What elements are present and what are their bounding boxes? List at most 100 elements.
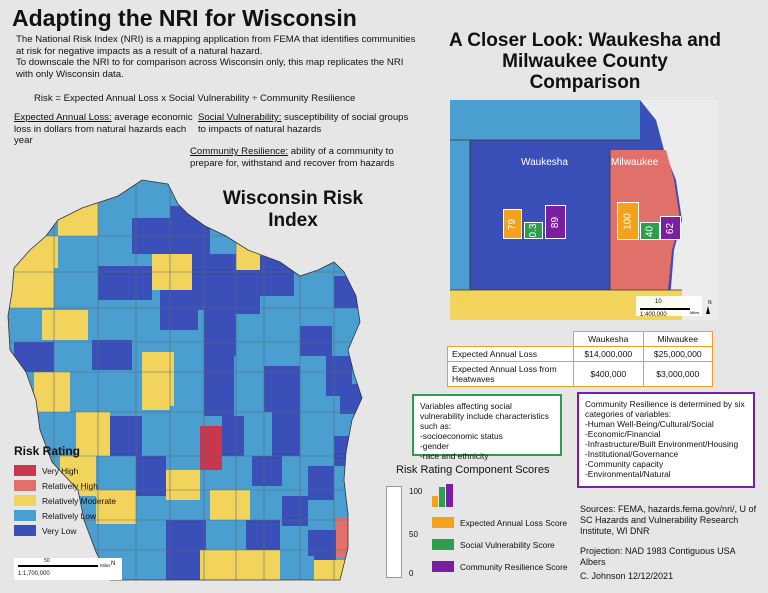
main-scale-unit: Miles: [100, 563, 111, 568]
legend-label: Relatively High: [42, 480, 98, 491]
legend-item: Relatively High: [14, 478, 116, 493]
cr-box-item: -Human Well-Being/Cultural/Social: [585, 419, 714, 429]
table-cell: $25,000,000: [642, 346, 713, 362]
table-cell: Expected Annual Loss: [447, 346, 574, 362]
waukesha-eal-score: 79: [507, 218, 518, 231]
legend-swatch: [14, 495, 36, 506]
axis-tick: 0: [409, 569, 414, 578]
legend-swatch: [432, 539, 454, 550]
waukesha-sv-bar: 0.3: [524, 222, 543, 239]
cr-box-item: -Institutional/Governance: [585, 449, 679, 459]
legend-swatch: [14, 525, 36, 536]
cr-definition: Community Resilience: ability of a commu…: [190, 146, 420, 169]
component-legend-item: Expected Annual Loss Score: [432, 515, 567, 530]
legend-item: Very Low: [14, 523, 116, 538]
inset-scale-num: 10: [655, 299, 662, 305]
axis-tick: 50: [409, 530, 418, 539]
milwaukee-sv-bar: 40: [640, 222, 660, 240]
legend-item: Relatively Moderate: [14, 493, 116, 508]
inset-north: N: [708, 300, 712, 306]
milwaukee-cr-bar: 62: [660, 216, 681, 240]
legend-label: Very High: [42, 465, 79, 476]
waukesha-sv-score: 0.3: [528, 223, 539, 238]
legend-swatch: [14, 465, 36, 476]
inset-ratio: 1:400,000: [640, 312, 667, 318]
table-row: Expected Annual Loss $14,000,000 $25,000…: [447, 346, 713, 362]
table-header-cell: [448, 332, 574, 347]
cr-box-item: -Environmental/Natural: [585, 469, 671, 479]
main-scale-ratio: 1:1,700,000: [18, 571, 50, 577]
sv-variables-box: Variables affecting social vulnerability…: [412, 394, 562, 461]
sv-box-item: -socioeconomic status: [420, 431, 503, 441]
legend-label: Social Vulnerability Score: [460, 539, 555, 550]
legend-item: Relatively Low: [14, 508, 116, 523]
axis-tick: 100: [409, 487, 423, 496]
component-axis: [386, 486, 402, 578]
risk-formula: Risk = Expected Annual Loss x Social Vul…: [34, 93, 356, 104]
cr-term: Community Resilience:: [190, 146, 289, 157]
eal-definition: Expected Annual Loss: average economic l…: [14, 112, 194, 147]
map-title: Adapting the NRI for Wisconsin: [12, 5, 357, 31]
table-header-cell: Milwaukee: [642, 331, 713, 347]
cr-box-item: -Infrastructure/Built Environment/Housin…: [585, 439, 739, 449]
main-north: N: [111, 561, 116, 567]
legend-bar-cr: [446, 484, 453, 507]
scale-line: [18, 565, 98, 567]
milwaukee-sv-score: 40: [644, 225, 656, 238]
milwaukee-eal-score: 100: [622, 213, 634, 230]
legend-label: Community Resilience Score: [460, 561, 568, 572]
legend-swatch: [432, 517, 454, 528]
legend-label: Expected Annual Loss Score: [460, 517, 568, 528]
legend-swatch: [14, 510, 36, 521]
component-legend-title: Risk Rating Component Scores: [396, 464, 550, 476]
cr-box-intro: Community Resilience is determined by si…: [585, 399, 745, 419]
sv-definition: Social Vulnerability: susceptibility of …: [198, 112, 410, 135]
sv-box-item: -race and ethnicity: [420, 451, 489, 461]
legend-swatch: [432, 561, 454, 572]
table-cell: $3,000,000: [642, 361, 713, 387]
risk-legend-title: Risk Rating: [14, 444, 81, 458]
north-arrow-icon: [706, 306, 710, 314]
cr-variables-box: Community Resilience is determined by si…: [577, 392, 755, 488]
inset-scale-unit: Miles: [690, 310, 699, 315]
intro-line-1: The National Risk Index (NRI) is a mappi…: [16, 34, 416, 57]
legend-label: Relatively Moderate: [42, 495, 117, 506]
cr-box-item: -Community capacity: [585, 459, 664, 469]
intro-text: The National Risk Index (NRI) is a mappi…: [16, 34, 416, 80]
table-header-row: Waukesha Milwaukee: [448, 331, 713, 347]
legend-label: Very Low: [42, 525, 77, 536]
sv-box-intro: Variables affecting social vulnerability…: [420, 401, 549, 431]
credit-text: C. Johnson 12/12/2021: [580, 571, 674, 581]
waukesha-cr-bar: 89: [545, 205, 566, 239]
inset-map: 10 Miles N: [450, 100, 718, 320]
waukesha-cr-score: 89: [550, 216, 561, 229]
projection-text: Projection: NAD 1983 Contiguous USA Albe…: [580, 546, 736, 567]
comparison-table: Waukesha Milwaukee Expected Annual Loss …: [447, 331, 713, 387]
cr-text: ability of a community to prepare for, w…: [190, 146, 395, 169]
wisconsin-map-title: Wisconsin Risk Index: [222, 188, 364, 231]
table-cell: Expected Annual Loss from Heatwaves: [447, 361, 574, 387]
main-scale-bar: 50 Miles N 1:1,700,000: [14, 558, 122, 580]
component-legend-item: Community Resilience Score: [432, 559, 568, 574]
table-row: Expected Annual Loss from Heatwaves $400…: [447, 361, 713, 387]
risk-rating-legend: Risk Rating Very High Relatively High Re…: [14, 444, 116, 538]
sv-text: susceptibility of social groups to impac…: [198, 112, 409, 135]
legend-bar-eal: [432, 496, 438, 507]
table-cell: $400,000: [573, 361, 644, 387]
table-cell: $14,000,000: [573, 346, 644, 362]
closer-look-title: A Closer Look: Waukesha and Milwaukee Co…: [448, 30, 722, 93]
milwaukee-eal-bar: 100: [617, 202, 639, 240]
component-legend-item: Social Vulnerability Score: [432, 537, 555, 552]
main-scale-num: 50: [44, 558, 50, 564]
sv-term: Social Vulnerability:: [198, 112, 282, 123]
eal-text: average economic loss in dollars from na…: [14, 112, 193, 146]
sources-text: Sources: FEMA, hazards.fema.gov/nri/, U …: [580, 504, 757, 536]
intro-line-2: To downscale the NRI to for comparison a…: [16, 57, 404, 80]
waukesha-label: Waukesha: [521, 157, 568, 168]
legend-swatch: [14, 480, 36, 491]
sv-box-item: -gender: [420, 441, 449, 451]
waukesha-eal-bar: 79: [503, 209, 522, 239]
cr-box-item: -Economic/Financial: [585, 429, 661, 439]
milwaukee-label: Milwaukee: [611, 157, 659, 168]
